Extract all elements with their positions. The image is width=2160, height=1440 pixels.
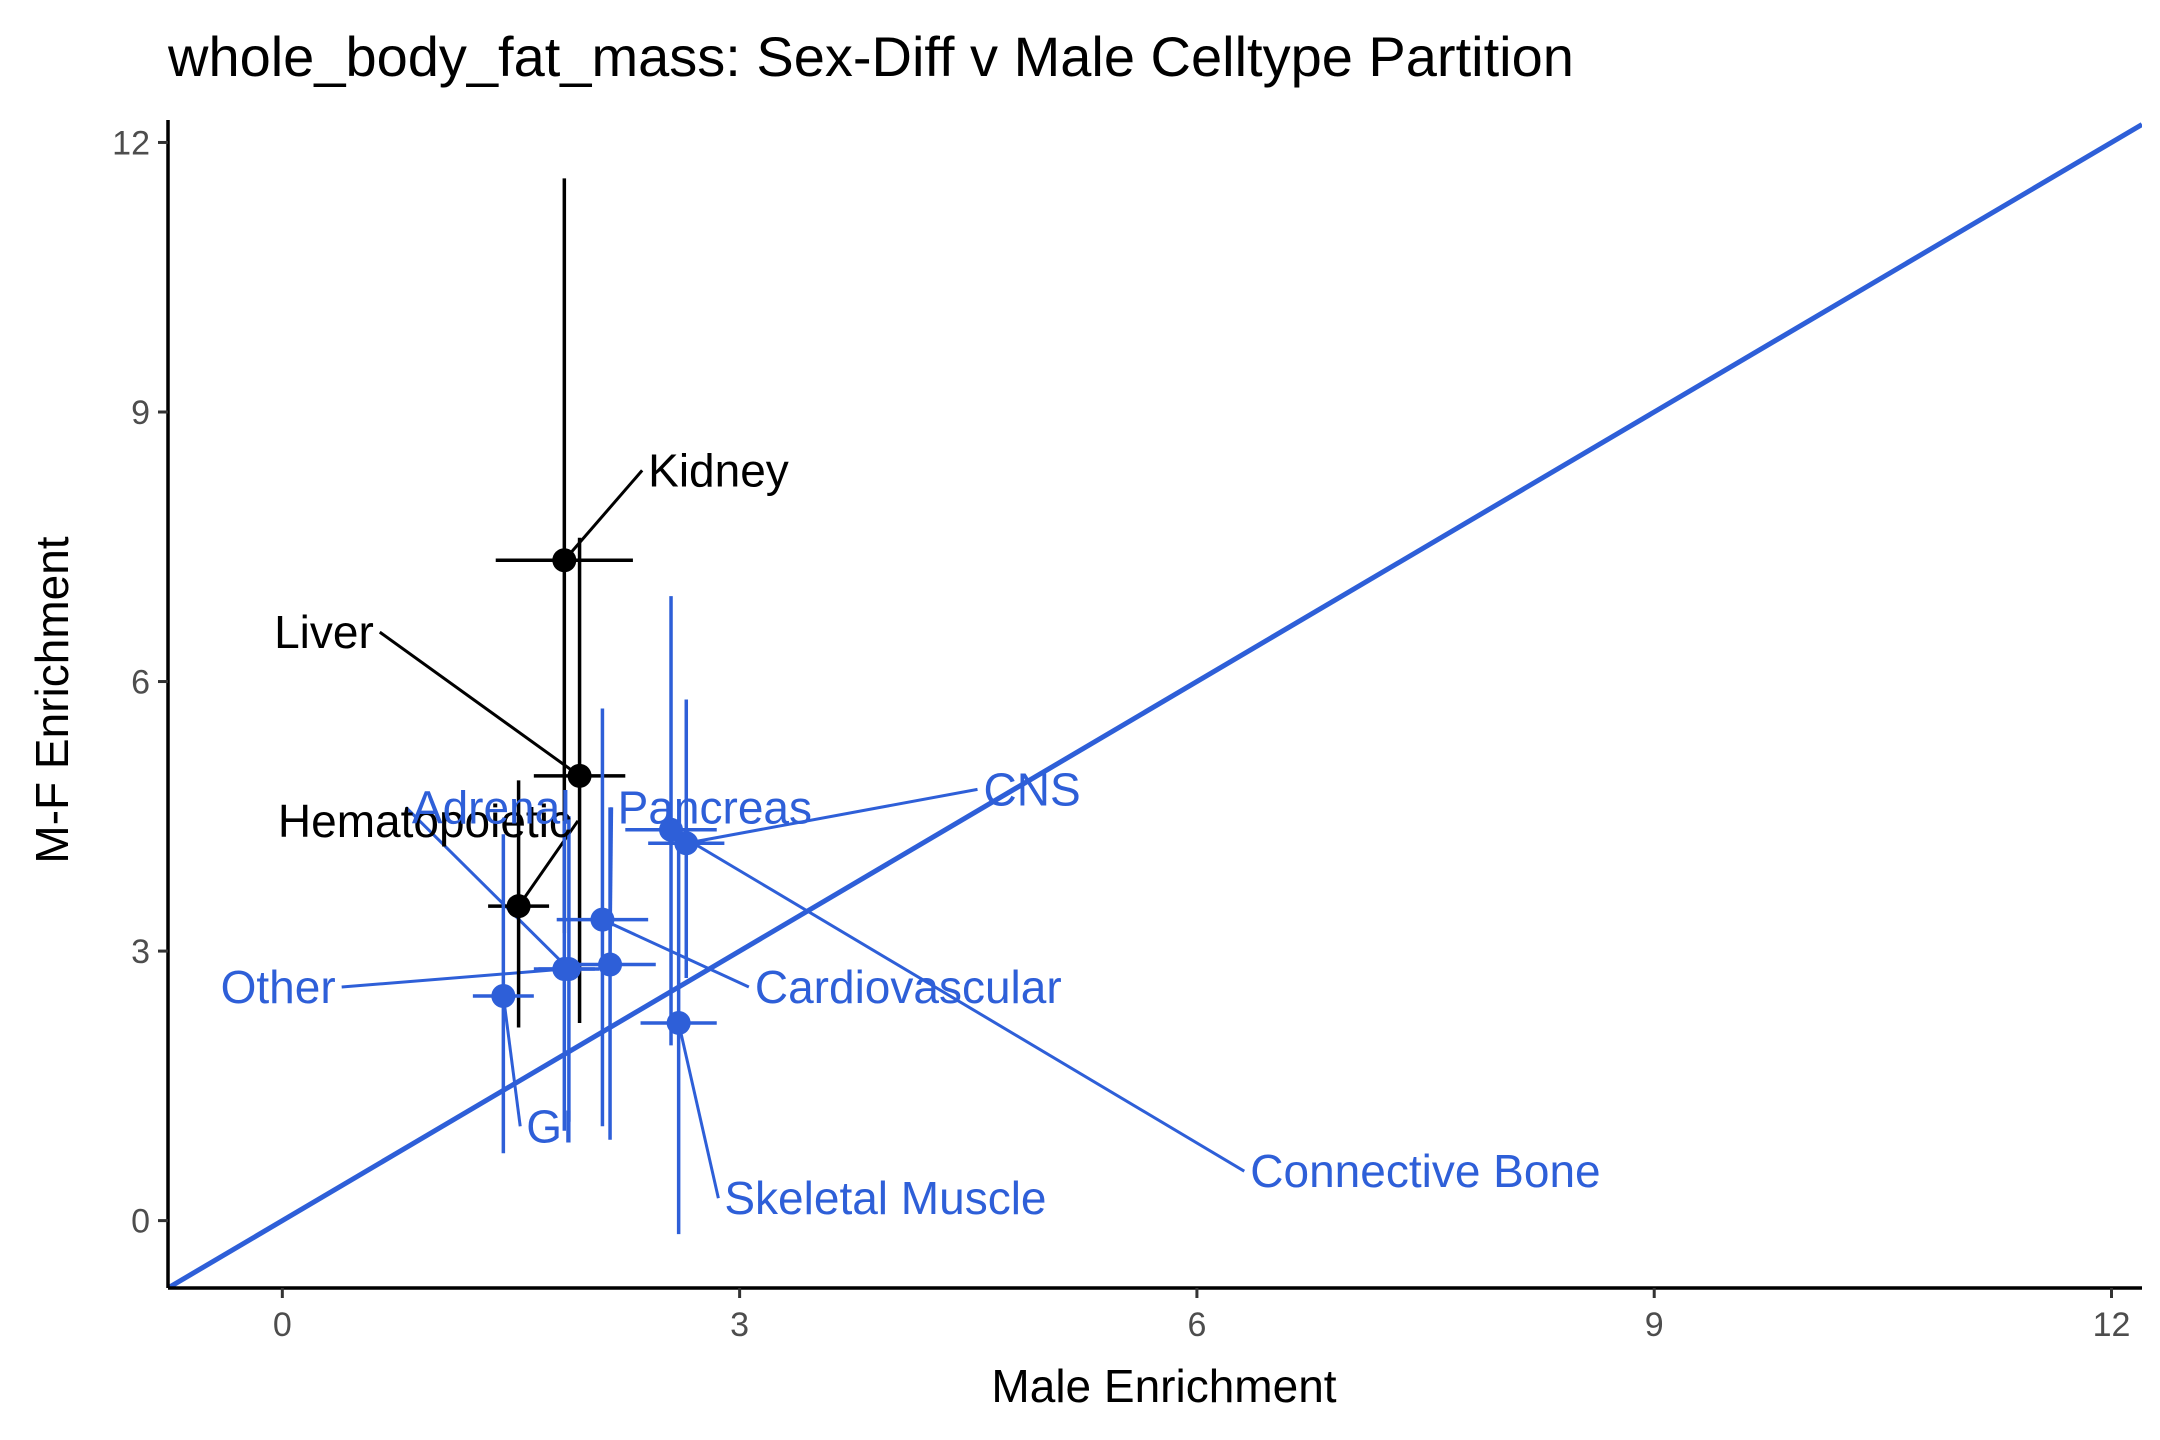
label-connector-connective-bone [670,828,1246,1173]
y-axis-title: M-F Enrichment [26,536,78,863]
point-label-connective-bone: Connective Bone [1250,1145,1600,1197]
label-connector-cns [685,787,978,845]
point-label-adrenal: Adrenal [412,781,571,833]
label-connector-skeletal-muscle [677,1022,720,1199]
point-label-kidney: Kidney [648,444,789,496]
point-label-hematopoietic: Hematopoietic [278,795,572,847]
reference-line-layer [168,122,2142,1288]
x-tick-label-4: 12 [2093,1306,2131,1344]
point-label-cardiovascular: Cardiovascular [755,961,1062,1013]
point-label-gi: GI [526,1100,575,1152]
axes: 0 3 6 9 12 0 3 6 9 12 [112,120,2142,1344]
point-hematopoietic [506,894,531,919]
point-liver [567,763,592,788]
label-connector-cardiovascular [601,918,750,989]
x-tick-label-1: 3 [730,1306,749,1344]
point-label-liver: Liver [274,606,374,658]
chart-title: whole_body_fat_mass: Sex-Diff v Male Cel… [167,25,1574,88]
y-tick-label-3: 9 [131,394,150,432]
y-tick-label-1: 3 [131,933,150,971]
point-other [552,957,577,982]
point-gi [491,984,516,1008]
point-pancreas [598,952,623,977]
x-tick-label-2: 6 [1187,1306,1206,1344]
point-label-skeletal-muscle: Skeletal Muscle [724,1172,1046,1224]
y-tick-label-2: 6 [131,664,150,702]
label-connector-liver [378,630,581,778]
x-axis-title: Male Enrichment [991,1360,1336,1412]
point-kidney [552,548,577,573]
reference-line [168,122,2142,1288]
point-label-other: Other [221,961,336,1013]
label-connector-other [341,967,565,989]
error-bar-layer [472,178,725,1235]
y-tick-label-0: 0 [131,1203,150,1241]
label-connector-kidney [563,469,644,562]
point-cardiovascular [590,907,615,932]
point-label-cns: CNS [984,763,1081,815]
point-layer [491,548,699,1035]
y-tick-label-4: 12 [112,124,150,162]
point-connective-bone [659,817,684,842]
label-connector-adrenal [404,806,570,971]
x-tick-label-3: 9 [1645,1306,1664,1344]
point-skeletal-muscle [666,1010,691,1035]
x-tick-label-0: 0 [273,1306,292,1344]
point-label-pancreas: Pancreas [618,781,812,833]
label-connector-gi [501,995,522,1127]
